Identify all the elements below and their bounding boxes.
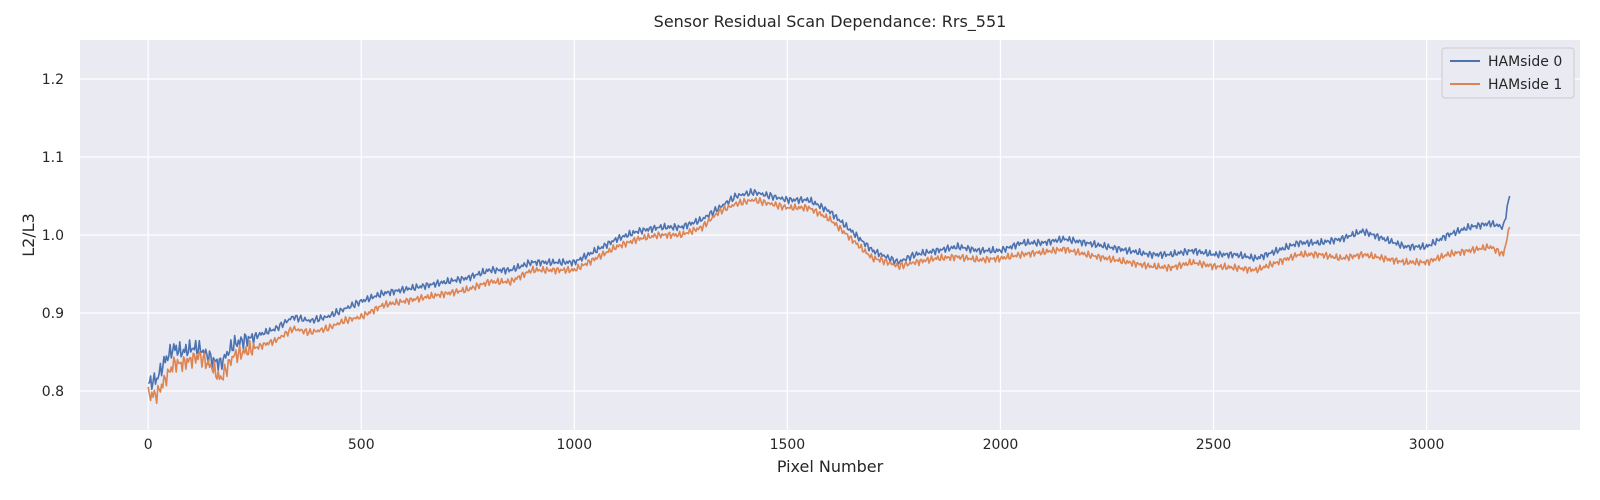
x-axis-ticks: 0 500 1000 1500 2000 2500 3000	[144, 437, 1445, 453]
y-tick-label: 1.1	[42, 150, 64, 166]
legend-label-hamside-1: HAMside 1	[1488, 77, 1562, 93]
y-tick-label: 1.0	[42, 228, 64, 244]
x-tick-label: 500	[348, 437, 375, 453]
y-axis-ticks: 0.8 0.9 1.0 1.1 1.2	[42, 72, 64, 400]
x-tick-label: 2000	[983, 437, 1019, 453]
chart-title: Sensor Residual Scan Dependance: Rrs_551	[654, 12, 1007, 32]
x-tick-label: 0	[144, 437, 153, 453]
y-axis-title: L2/L3	[19, 213, 38, 257]
x-tick-label: 1500	[770, 437, 806, 453]
y-tick-label: 0.9	[42, 306, 64, 322]
x-tick-label: 1000	[556, 437, 592, 453]
y-tick-label: 0.8	[42, 384, 64, 400]
series-line-hamside-1	[147, 196, 1511, 405]
x-axis-title: Pixel Number	[777, 457, 884, 476]
series-line-hamside-0	[147, 188, 1511, 391]
legend-label-hamside-0: HAMside 0	[1488, 54, 1562, 70]
y-tick-label: 1.2	[42, 72, 64, 88]
series-group	[147, 188, 1511, 405]
x-tick-label: 3000	[1409, 437, 1445, 453]
x-tick-label: 2500	[1196, 437, 1232, 453]
gridlines	[80, 40, 1580, 430]
legend: HAMside 0 HAMside 1	[1441, 47, 1575, 99]
